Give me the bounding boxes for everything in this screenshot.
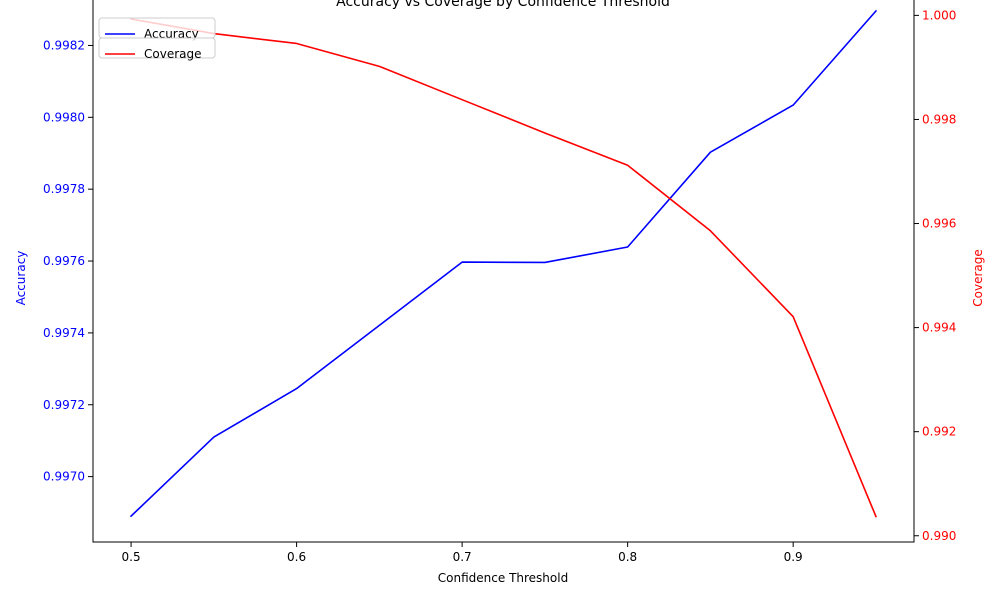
- x-tick-label: 0.5: [122, 550, 141, 564]
- right-y-tick-label: 0.990: [922, 529, 956, 543]
- left-y-tick-label: 0.9974: [43, 326, 85, 340]
- x-tick-label: 0.7: [453, 550, 472, 564]
- left-y-tick-label: 0.9978: [43, 182, 85, 196]
- plot-frame: [92, 0, 915, 543]
- left-y-tick-label: 0.9976: [43, 254, 85, 268]
- x-axis-label: Confidence Threshold: [438, 571, 568, 585]
- chart-title: Accuracy vs Coverage by Confidence Thres…: [336, 0, 670, 10]
- right-y-tick-label: 0.994: [922, 321, 956, 335]
- left-y-tick-label: 0.9980: [43, 110, 85, 124]
- right-y-tick-label: 0.996: [922, 217, 956, 231]
- x-tick-label: 0.9: [784, 550, 803, 564]
- left-y-tick-label: 0.9982: [43, 38, 85, 52]
- left-y-tick-label: 0.9970: [43, 470, 85, 484]
- left-y-tick-label: 0.9972: [43, 398, 85, 412]
- legend-label-coverage: Coverage: [144, 47, 202, 61]
- legend-box: [98, 37, 216, 59]
- right-y-axis: 0.990 0.992 0.994 0.996 0.998 1.000: [914, 8, 956, 543]
- x-tick-label: 0.6: [287, 550, 306, 564]
- left-y-axis: 0.9970 0.9972 0.9974 0.9976 0.9978 0.9980 0.99…: [43, 38, 93, 484]
- right-y-axis-label: Coverage: [971, 249, 985, 307]
- right-y-tick-label: 1.000: [922, 8, 956, 22]
- series-line-coverage: [130, 18, 877, 518]
- x-axis: 0.5 0.6 0.7 0.8 0.9: [122, 542, 803, 564]
- left-y-axis-label: Accuracy: [14, 251, 28, 306]
- right-y-tick-label: 0.998: [922, 112, 956, 126]
- x-tick-label: 0.8: [618, 550, 637, 564]
- right-y-tick-label: 0.992: [922, 425, 956, 439]
- series-line-accuracy: [129, 9, 878, 518]
- plot-area: [129, 9, 878, 518]
